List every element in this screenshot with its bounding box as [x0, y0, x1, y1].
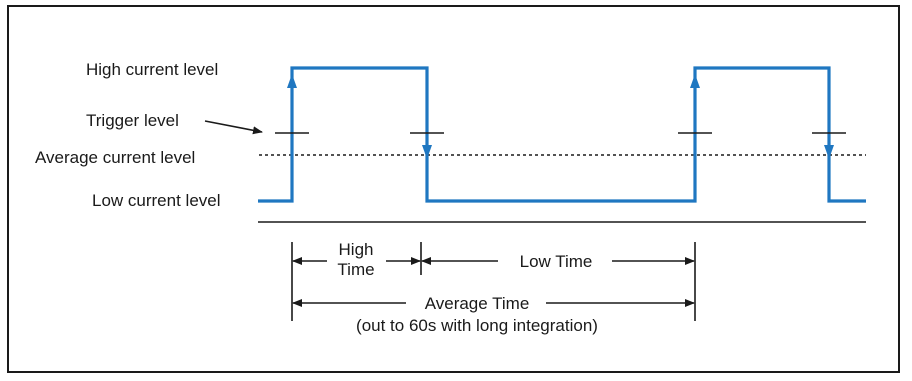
high-current-label: High current level — [86, 60, 218, 79]
current-waveform — [258, 66, 866, 203]
low-time-label: Low Time — [520, 252, 593, 271]
high-time-label-line1: High — [339, 240, 374, 259]
average-time-label: Average Time — [425, 294, 530, 313]
average-time-note: (out to 60s with long integration) — [356, 316, 598, 335]
trigger-pointer-arrow — [204, 120, 263, 135]
trigger-level-label: Trigger level — [86, 111, 179, 130]
rising-edge-arrow-2 — [690, 74, 700, 88]
low-current-label: Low current level — [92, 191, 221, 210]
diagram-frame — [7, 5, 900, 373]
average-current-label: Average current level — [35, 148, 195, 167]
high-time-label-line2: Time — [337, 260, 374, 279]
falling-edge-arrow-1 — [422, 145, 432, 159]
falling-edge-arrow-2 — [824, 145, 834, 159]
rising-edge-arrow-1 — [287, 74, 297, 88]
